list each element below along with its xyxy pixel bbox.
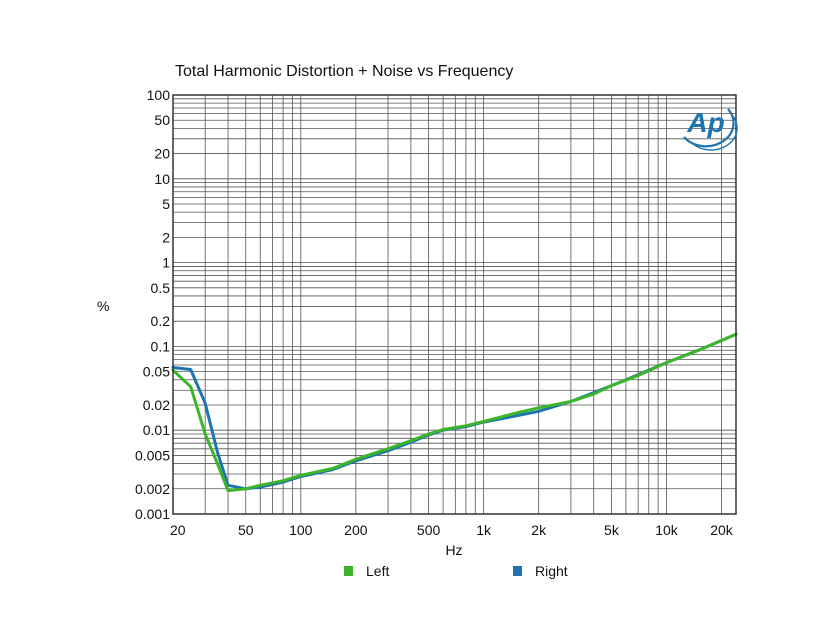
- y-tick-label: 0.2: [151, 313, 171, 329]
- legend-label-right: Right: [535, 563, 568, 579]
- y-tick-label: 0.002: [135, 481, 170, 497]
- x-axis-label: Hz: [445, 542, 462, 558]
- y-tick-label: 0.1: [151, 338, 171, 354]
- legend-label-left: Left: [366, 563, 389, 579]
- y-tick-label: 0.001: [135, 506, 170, 522]
- plot-frame: [172, 94, 737, 515]
- x-tick-label: 50: [238, 522, 254, 538]
- x-tick-label: 20: [170, 522, 186, 538]
- legend-swatch-left: [344, 566, 353, 576]
- x-tick-label: 100: [289, 522, 313, 538]
- y-tick-label: 5: [162, 196, 170, 212]
- grid: [173, 95, 736, 514]
- legend: Left Right: [344, 563, 568, 579]
- y-tick-label: 0.005: [135, 447, 170, 463]
- x-tick-label: 500: [417, 522, 441, 538]
- x-tick-label: 10k: [655, 522, 679, 538]
- x-tick-label: 5k: [604, 522, 620, 538]
- x-tick-labels: 20 50 100 200 500 1k 2k 5k 10k 20k: [170, 522, 734, 538]
- series-lines: [171, 332, 738, 493]
- x-tick-label: 20k: [710, 522, 734, 538]
- y-tick-label: 100: [147, 87, 171, 103]
- x-tick-label: 2k: [531, 522, 547, 538]
- y-tick-label: 0.01: [143, 422, 170, 438]
- y-tick-label: 0.02: [143, 397, 170, 413]
- legend-swatch-right: [513, 566, 522, 576]
- y-tick-label: 50: [154, 112, 170, 128]
- logo-text: Ap: [686, 107, 724, 138]
- series-line-left: [171, 332, 738, 493]
- y-tick-label: 10: [154, 171, 170, 187]
- y-tick-labels: 100 50 20 10 5 2 1 0.5 0.2 0.1 0.05 0.02 0.01 0.005 0.…: [135, 87, 170, 522]
- y-tick-label: 0.5: [151, 280, 171, 296]
- ap-logo: Ap: [683, 107, 738, 151]
- x-tick-label: 1k: [476, 522, 492, 538]
- y-tick-label: 0.05: [143, 364, 170, 380]
- y-tick-label: 20: [154, 146, 170, 162]
- y-tick-label: 1: [162, 255, 170, 271]
- chart-title: Total Harmonic Distortion + Noise vs Fre…: [175, 63, 513, 80]
- y-tick-label: 2: [162, 229, 170, 245]
- series-line-right: [171, 332, 738, 491]
- y-axis-label: %: [97, 298, 109, 314]
- x-tick-label: 200: [344, 522, 368, 538]
